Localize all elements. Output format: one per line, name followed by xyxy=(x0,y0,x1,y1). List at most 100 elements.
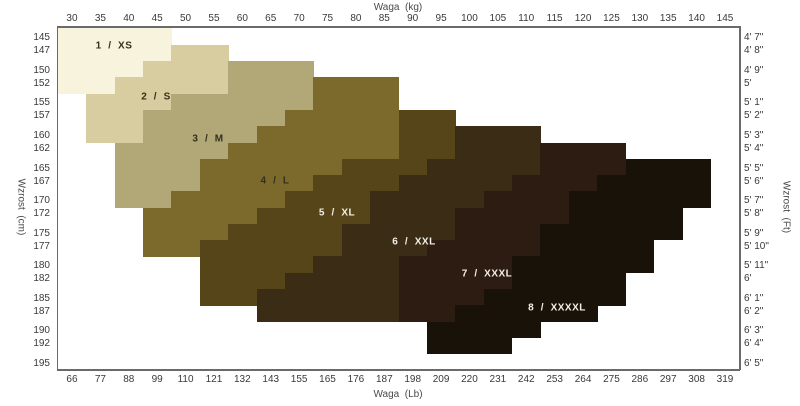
lb-tick-label: 242 xyxy=(517,374,535,385)
cm-tick-label: 192 xyxy=(33,338,50,350)
size-region-l xyxy=(171,191,286,208)
size-region-m xyxy=(228,61,314,78)
size-region-xxxl xyxy=(398,305,456,322)
lb-tick-label: 110 xyxy=(177,374,194,385)
size-region-xxxxl xyxy=(426,337,513,355)
size-region-s xyxy=(171,44,229,62)
cm-tick-label: 182 xyxy=(33,273,50,285)
size-region-xxl xyxy=(284,272,399,290)
ft-tick-label: 6' 2" xyxy=(744,305,764,317)
ft-tick-label: 5' 5" xyxy=(744,162,764,174)
size-region-xl xyxy=(284,191,371,208)
kg-tick-label: 105 xyxy=(489,13,507,24)
kg-tick-label: 65 xyxy=(265,13,277,24)
lb-tick-label: 308 xyxy=(688,374,705,385)
size-region-xxxxl xyxy=(625,158,712,176)
size-region-l xyxy=(142,207,257,225)
kg-tick-label: 35 xyxy=(94,13,106,24)
kg-tick-label: 75 xyxy=(321,13,334,24)
size-region-s xyxy=(86,93,172,111)
kg-tick-label: 60 xyxy=(236,13,248,24)
size-region-xxxl xyxy=(398,289,485,306)
size-region-m xyxy=(228,77,314,95)
size-region-xxxl xyxy=(540,142,627,160)
size-label-l: 4 / L xyxy=(260,175,290,187)
ft-tick-label: 5' 7" xyxy=(744,195,764,206)
lb-tick-label: 66 xyxy=(66,374,78,385)
lb-tick-label: 88 xyxy=(123,374,135,385)
lb-tick-label: 155 xyxy=(290,374,308,385)
size-region-s xyxy=(86,126,144,143)
size-region-xxxxl xyxy=(455,305,598,322)
bottom-axis-title: Waga (Lb) xyxy=(373,389,423,400)
size-region-xl xyxy=(199,240,343,257)
kg-tick-label: 145 xyxy=(716,13,734,24)
size-region-xxxl xyxy=(483,191,570,208)
kg-tick-label: 115 xyxy=(546,13,563,24)
size-region-xs xyxy=(57,28,172,46)
size-region-xxxxl xyxy=(568,191,712,208)
cm-tick-label: 167 xyxy=(33,175,50,187)
bottom-axis-line xyxy=(56,369,740,371)
lb-tick-label: 297 xyxy=(659,374,677,385)
ft-tick-label: 4' 7" xyxy=(744,32,764,44)
right-axis-line xyxy=(739,26,741,370)
size-region-xl xyxy=(398,142,456,160)
size-label-xxl: 6 / XXL xyxy=(392,236,436,248)
size-region-xxxxl xyxy=(512,272,627,290)
ft-tick-label: 6' 4" xyxy=(744,338,764,350)
kg-tick-label: 95 xyxy=(435,13,447,24)
kg-tick-label: 100 xyxy=(461,13,478,24)
cm-tick-label: 152 xyxy=(33,77,50,89)
cm-tick-label: 147 xyxy=(33,45,50,57)
size-label-xxxl: 7 / XXXL xyxy=(461,268,513,280)
size-region-xl xyxy=(398,126,456,143)
ft-tick-label: 6' xyxy=(744,273,752,285)
cm-tick-label: 180 xyxy=(33,260,50,272)
size-region-xl xyxy=(199,289,257,306)
lb-tick-label: 275 xyxy=(603,374,620,385)
left-axis-line xyxy=(56,26,59,370)
size-label-xxxxl: 8 / XXXXL xyxy=(528,302,586,314)
kg-tick-label: 120 xyxy=(574,13,592,24)
lb-tick-label: 132 xyxy=(234,374,251,385)
size-region-xxl xyxy=(455,126,541,143)
top-axis-title: Waga (kg) xyxy=(373,2,423,13)
kg-tick-label: 90 xyxy=(407,13,419,24)
size-region-l xyxy=(284,109,399,127)
kg-tick-label: 80 xyxy=(350,13,362,24)
lb-tick-label: 286 xyxy=(631,374,649,385)
kg-tick-label: 135 xyxy=(659,13,677,24)
size-region-xxxxl xyxy=(568,207,683,225)
cm-tick-label: 155 xyxy=(33,97,50,109)
lb-tick-label: 319 xyxy=(716,374,734,385)
lb-tick-label: 264 xyxy=(574,374,592,385)
size-region-xxxl xyxy=(398,272,513,290)
size-region-s xyxy=(114,77,229,95)
kg-tick-label: 125 xyxy=(603,13,620,24)
size-region-xxxl xyxy=(455,207,570,225)
size-label-xs: 1 / XS xyxy=(95,40,133,52)
cm-tick-label: 160 xyxy=(33,130,50,141)
size-region-xxl xyxy=(256,289,399,306)
kg-tick-label: 30 xyxy=(66,13,78,24)
cm-tick-label: 145 xyxy=(33,32,50,44)
cm-tick-label: 170 xyxy=(33,195,50,206)
kg-tick-label: 140 xyxy=(688,13,705,24)
size-region-xxl xyxy=(398,175,513,192)
size-region-l xyxy=(199,175,314,192)
size-region-xs xyxy=(57,44,172,62)
cm-tick-label: 165 xyxy=(33,162,50,174)
size-region-l xyxy=(313,77,399,95)
size-region-xxxl xyxy=(540,158,627,176)
right-axis-title: Wzrost (Ft) xyxy=(780,180,792,234)
lb-tick-label: 176 xyxy=(347,374,365,385)
size-region-xxl xyxy=(313,256,399,274)
size-region-xxxl xyxy=(398,256,513,274)
size-region-xxxxl xyxy=(483,289,627,306)
ft-tick-label: 5' 2" xyxy=(744,110,764,122)
ft-tick-label: 5' 8" xyxy=(744,208,764,219)
cm-tick-label: 177 xyxy=(33,240,50,252)
size-region-m xyxy=(114,142,229,160)
